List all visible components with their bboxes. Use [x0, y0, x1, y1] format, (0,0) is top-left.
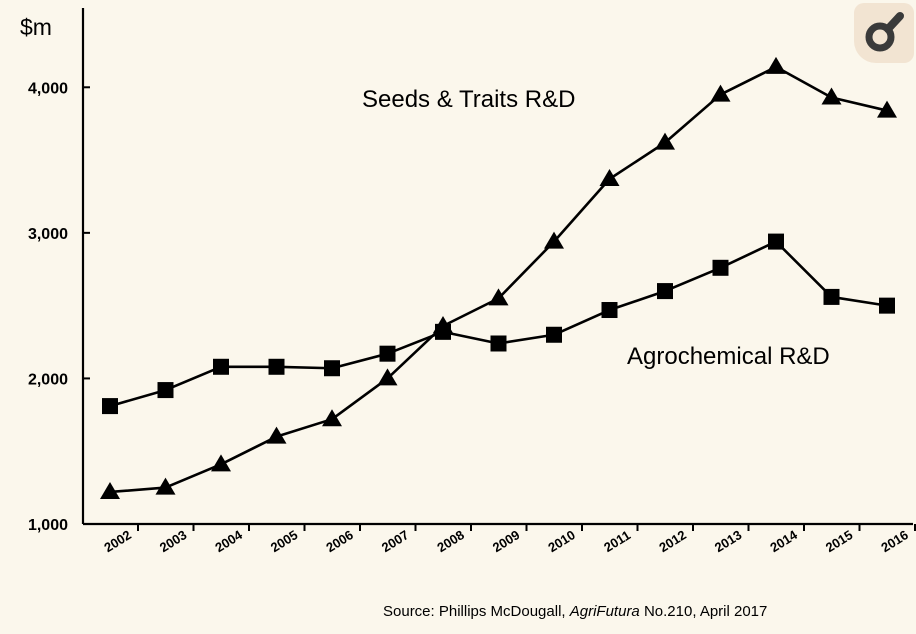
- axes: [81, 8, 913, 526]
- y-ticks: 1,000 2,000 3,000 4,000: [28, 80, 90, 534]
- data-point-triangle: [266, 426, 287, 444]
- zoom-search-icon: [865, 12, 904, 52]
- data-point-square: [657, 283, 673, 300]
- y-tick-label: 3,000: [28, 226, 68, 243]
- series-label-agrochemical: Agrochemical R&D: [627, 343, 830, 370]
- data-point-square: [601, 302, 618, 319]
- x-tick-label: 2004: [212, 527, 245, 555]
- x-tick-label: 2011: [601, 527, 633, 555]
- x-tick-label: 2010: [545, 527, 577, 555]
- x-tick-label: 2016: [878, 527, 910, 555]
- data-point-triangle: [821, 87, 842, 105]
- zoom-button[interactable]: [854, 3, 914, 63]
- x-tick-label: 2008: [434, 527, 466, 555]
- data-point-square: [879, 297, 895, 314]
- data-point-triangle: [655, 132, 675, 150]
- y-axis-unit-label: $m: [20, 14, 52, 40]
- data-point-square: [490, 335, 507, 352]
- y-tick-label: 2,000: [28, 371, 68, 388]
- x-tick-label: 2006: [323, 527, 355, 555]
- data-point-square: [546, 326, 562, 343]
- data-point-triangle: [211, 454, 231, 472]
- series-layer: [100, 56, 897, 499]
- source-note: Source: Phillips McDougall, AgriFutura N…: [383, 603, 767, 620]
- series-label-seeds-traits: Seeds & Traits R&D: [362, 86, 575, 113]
- data-point-triangle: [766, 56, 786, 74]
- source-italic: AgriFutura: [569, 603, 640, 620]
- x-tick-label: 2005: [268, 527, 300, 555]
- y-tick-label: 4,000: [28, 80, 68, 97]
- x-tick-label: 2009: [490, 527, 522, 555]
- y-tick-label: 1,000: [28, 517, 68, 534]
- data-point-square: [823, 288, 840, 305]
- x-tick-label: 2013: [712, 527, 744, 555]
- series-agrochemical: [102, 233, 895, 415]
- series-line: [109, 240, 888, 408]
- data-point-square: [157, 382, 174, 399]
- x-tick-label: 2007: [379, 527, 411, 555]
- data-point-triangle: [155, 477, 176, 495]
- x-tick-label: 2012: [656, 527, 688, 555]
- data-point-triangle: [599, 168, 620, 186]
- data-point-triangle: [544, 231, 564, 249]
- data-point-triangle: [322, 409, 342, 427]
- data-point-square: [268, 358, 285, 375]
- x-ticks: 2002 2003 2004 2005 2006 2007 2008 2009 2010 2011…: [101, 524, 916, 555]
- data-point-square: [102, 398, 118, 415]
- data-point-triangle: [100, 481, 120, 499]
- source-prefix: Source: Phillips McDougall,: [383, 603, 570, 620]
- x-tick-label: 2003: [157, 527, 189, 555]
- x-tick-label: 2014: [767, 527, 800, 555]
- data-point-triangle: [877, 100, 897, 118]
- data-point-triangle: [377, 368, 398, 386]
- data-point-square: [712, 259, 729, 276]
- x-tick-label: 2002: [101, 527, 133, 555]
- x-tick-label: 2015: [823, 527, 855, 555]
- data-point-triangle: [710, 84, 731, 102]
- data-point-square: [213, 358, 229, 375]
- data-point-square: [379, 345, 396, 362]
- series-seeds-traits: [100, 56, 897, 499]
- data-point-square: [768, 233, 784, 250]
- data-point-triangle: [488, 288, 509, 306]
- data-point-square: [324, 360, 340, 377]
- series-line: [109, 65, 888, 494]
- data-point-square: [435, 323, 451, 340]
- source-suffix: No.210, April 2017: [640, 603, 768, 620]
